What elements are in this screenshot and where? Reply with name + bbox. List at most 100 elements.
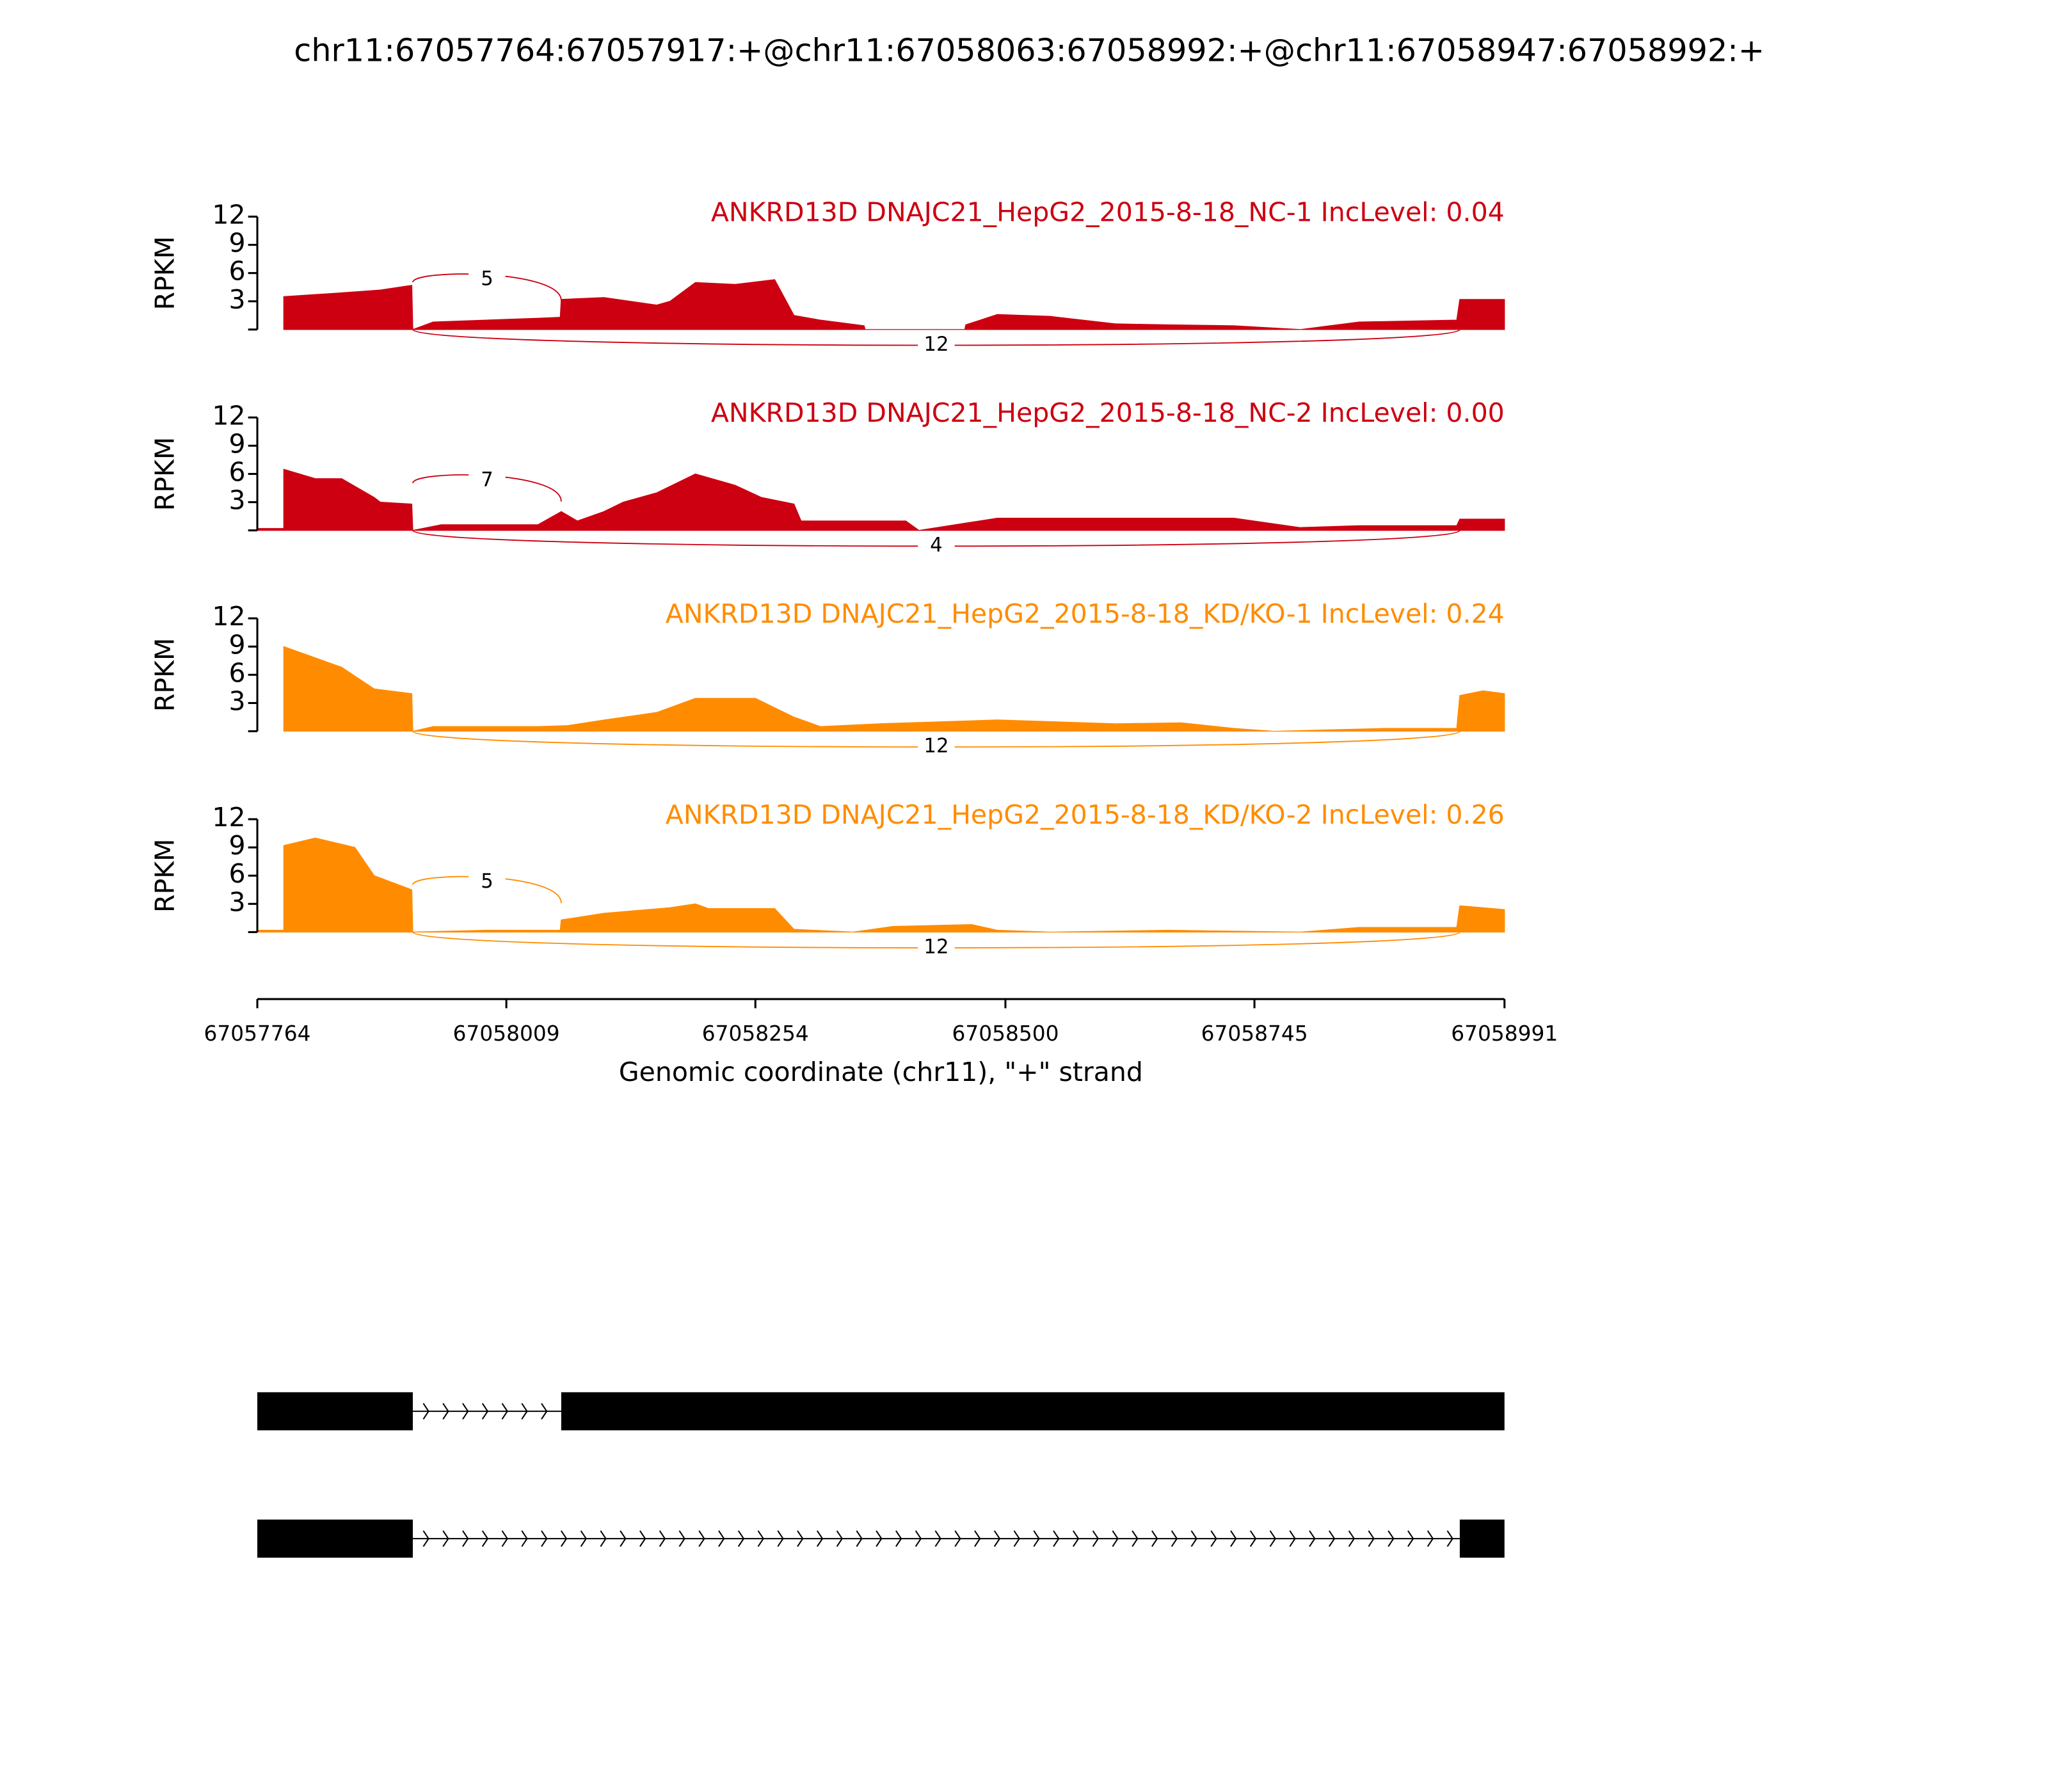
junction-count: 5 bbox=[481, 870, 493, 893]
chevron bbox=[1446, 1530, 1453, 1547]
chevron bbox=[560, 1530, 568, 1547]
chevron bbox=[1210, 1530, 1217, 1547]
y-axis-label: RPKM bbox=[150, 838, 180, 913]
x-tick-label: 67058254 bbox=[702, 1021, 809, 1046]
x-axis-label: Genomic coordinate (chr11), "+" strand bbox=[619, 1057, 1143, 1087]
y-tick-label: 9 bbox=[228, 830, 245, 861]
chevron bbox=[442, 1403, 449, 1420]
chevron bbox=[442, 1530, 449, 1547]
junction-count: 12 bbox=[924, 333, 948, 356]
chevron bbox=[718, 1530, 725, 1547]
chevron bbox=[698, 1530, 705, 1547]
track-label: ANKRD13D DNAJC21_HepG2_2015-8-18_KD/KO-1… bbox=[666, 598, 1505, 629]
chevron bbox=[1132, 1530, 1139, 1547]
chevron bbox=[1249, 1530, 1257, 1547]
junction-count: 5 bbox=[481, 267, 493, 290]
y-axis-label: RPKM bbox=[150, 638, 180, 712]
chevron bbox=[1348, 1530, 1356, 1547]
chevron bbox=[678, 1530, 685, 1547]
y-tick-label: 6 bbox=[228, 256, 245, 287]
x-tick-label: 67058009 bbox=[453, 1021, 560, 1046]
y-axis-label: RPKM bbox=[150, 437, 180, 511]
coverage-area bbox=[283, 646, 1505, 732]
junction-count: 4 bbox=[930, 534, 943, 557]
chevron bbox=[1092, 1530, 1100, 1547]
y-tick-label: 3 bbox=[228, 685, 245, 716]
chevron bbox=[757, 1530, 764, 1547]
junction-label-bg bbox=[918, 736, 955, 758]
junction-label-bg bbox=[468, 470, 506, 492]
y-tick-label: 3 bbox=[228, 886, 245, 917]
y-tick-label: 12 bbox=[212, 601, 245, 632]
chevron bbox=[600, 1530, 607, 1547]
chevron bbox=[501, 1530, 508, 1547]
y-tick-label: 9 bbox=[228, 228, 245, 259]
chevron bbox=[541, 1530, 548, 1547]
chevron bbox=[1171, 1530, 1178, 1547]
chevron bbox=[462, 1403, 469, 1420]
chevron bbox=[1309, 1530, 1316, 1547]
x-tick-label: 67058745 bbox=[1201, 1021, 1308, 1046]
chevron bbox=[1289, 1530, 1296, 1547]
chevron bbox=[1151, 1530, 1158, 1547]
y-tick-label: 3 bbox=[228, 485, 245, 516]
chevron bbox=[481, 1403, 489, 1420]
x-tick-label: 67058500 bbox=[952, 1021, 1059, 1046]
chevron bbox=[1112, 1530, 1119, 1547]
junction-label-bg bbox=[918, 937, 955, 959]
junction-label-bg bbox=[468, 872, 506, 893]
junction-label-bg bbox=[918, 335, 955, 356]
chevron bbox=[422, 1530, 429, 1547]
chevron bbox=[1190, 1530, 1197, 1547]
y-tick-label: 12 bbox=[212, 802, 245, 833]
chevron bbox=[422, 1403, 429, 1420]
chart-title: chr11:67057764:67057917:+@chr11:67058063… bbox=[294, 32, 1764, 69]
chevron bbox=[934, 1530, 941, 1547]
exon bbox=[257, 1392, 413, 1430]
chevron bbox=[1230, 1530, 1237, 1547]
chevron bbox=[620, 1530, 627, 1547]
y-tick-label: 6 bbox=[228, 657, 245, 688]
y-tick-label: 9 bbox=[228, 428, 245, 459]
coverage-area bbox=[283, 279, 1505, 330]
chevron bbox=[462, 1530, 469, 1547]
chevron bbox=[639, 1530, 646, 1547]
chevron bbox=[954, 1530, 961, 1547]
chevron bbox=[1368, 1530, 1375, 1547]
chevron bbox=[481, 1530, 489, 1547]
track-label: ANKRD13D DNAJC21_HepG2_2015-8-18_KD/KO-2… bbox=[666, 799, 1505, 830]
chevron bbox=[521, 1530, 528, 1547]
chevron bbox=[856, 1530, 863, 1547]
chevron bbox=[1053, 1530, 1060, 1547]
exon bbox=[257, 1519, 413, 1558]
chevron bbox=[876, 1530, 883, 1547]
y-tick-label: 12 bbox=[212, 400, 245, 431]
coverage-area bbox=[257, 468, 1505, 531]
chevron bbox=[1013, 1530, 1020, 1547]
chevron bbox=[1269, 1530, 1276, 1547]
exon bbox=[1459, 1519, 1505, 1558]
chevron bbox=[816, 1530, 824, 1547]
chevron bbox=[1072, 1530, 1080, 1547]
y-tick-label: 9 bbox=[228, 629, 245, 660]
chevron bbox=[1328, 1530, 1336, 1547]
chevron bbox=[915, 1530, 922, 1547]
y-tick-label: 12 bbox=[212, 199, 245, 230]
y-axis-label: RPKM bbox=[150, 236, 180, 310]
track-label: ANKRD13D DNAJC21_HepG2_2015-8-18_NC-2 In… bbox=[711, 397, 1505, 428]
x-tick-label: 67057764 bbox=[204, 1021, 311, 1046]
junction-count: 12 bbox=[924, 735, 948, 758]
chevron bbox=[777, 1530, 784, 1547]
chevron bbox=[974, 1530, 981, 1547]
x-tick-label: 67058991 bbox=[1451, 1021, 1558, 1046]
chevron bbox=[580, 1530, 588, 1547]
chevron bbox=[1407, 1530, 1414, 1547]
chevron bbox=[1033, 1530, 1040, 1547]
chevron bbox=[541, 1403, 548, 1420]
junction-label-bg bbox=[468, 269, 506, 291]
chevron bbox=[521, 1403, 528, 1420]
chevron bbox=[1388, 1530, 1395, 1547]
junction-count: 12 bbox=[924, 936, 948, 959]
exon bbox=[561, 1392, 1505, 1430]
